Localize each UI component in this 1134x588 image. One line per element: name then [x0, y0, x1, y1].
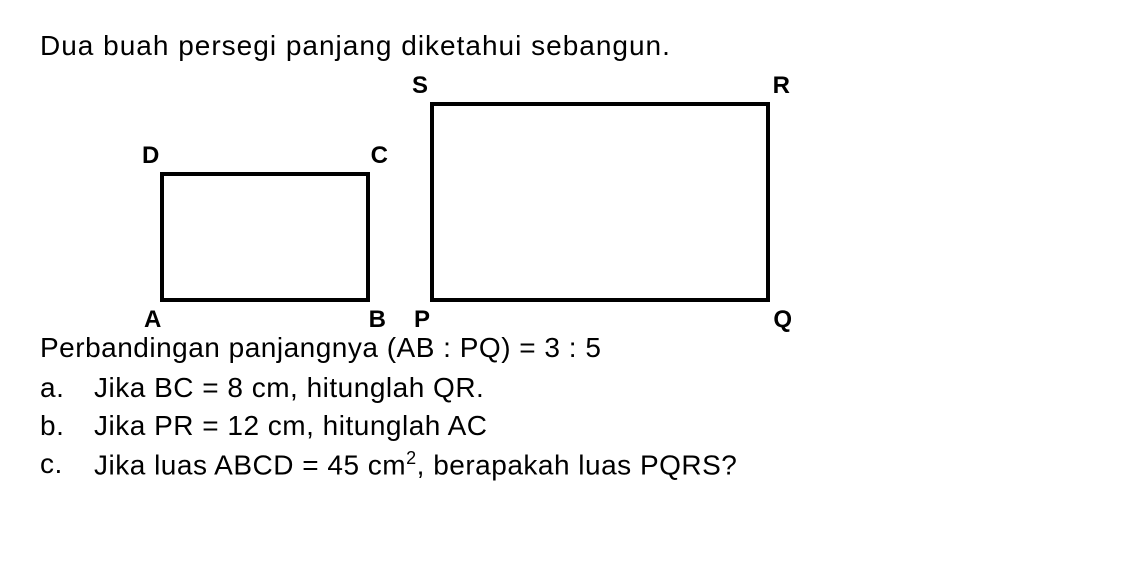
figures-row: D C A B S R P Q — [160, 82, 1094, 302]
rect-small-box — [160, 172, 370, 302]
question-list: a. Jika BC = 8 cm, hitunglah QR. b. Jika… — [40, 372, 1094, 481]
label-b: B — [369, 306, 386, 334]
rect-large-box — [430, 102, 770, 302]
q-c-suffix: , berapakah luas PQRS? — [417, 449, 738, 480]
label-c: C — [371, 142, 388, 170]
label-s: S — [412, 72, 428, 100]
label-q: Q — [773, 306, 792, 334]
label-d: D — [142, 142, 159, 170]
label-p: P — [414, 306, 430, 334]
ratio-statement: Perbandingan panjangnya (AB : PQ) = 3 : … — [40, 332, 1094, 364]
q-c-exp: 2 — [406, 448, 417, 468]
problem-title: Dua buah persegi panjang diketahui seban… — [40, 30, 1094, 62]
label-r: R — [773, 72, 790, 100]
question-a: a. Jika BC = 8 cm, hitunglah QR. — [40, 372, 1094, 404]
label-a: A — [144, 306, 161, 334]
question-b: b. Jika PR = 12 cm, hitunglah AC — [40, 410, 1094, 442]
q-c-text: Jika luas ABCD = 45 cm2, berapakah luas … — [94, 448, 737, 481]
q-b-letter: b. — [40, 410, 70, 442]
q-a-text: Jika BC = 8 cm, hitunglah QR. — [94, 372, 484, 404]
q-c-prefix: Jika luas ABCD = 45 cm — [94, 449, 406, 480]
rectangle-abcd: D C A B — [160, 172, 370, 302]
question-c: c. Jika luas ABCD = 45 cm2, berapakah lu… — [40, 448, 1094, 481]
q-b-text: Jika PR = 12 cm, hitunglah AC — [94, 410, 487, 442]
rectangle-pqrs: S R P Q — [430, 102, 770, 302]
q-c-letter: c. — [40, 448, 70, 481]
q-a-letter: a. — [40, 372, 70, 404]
